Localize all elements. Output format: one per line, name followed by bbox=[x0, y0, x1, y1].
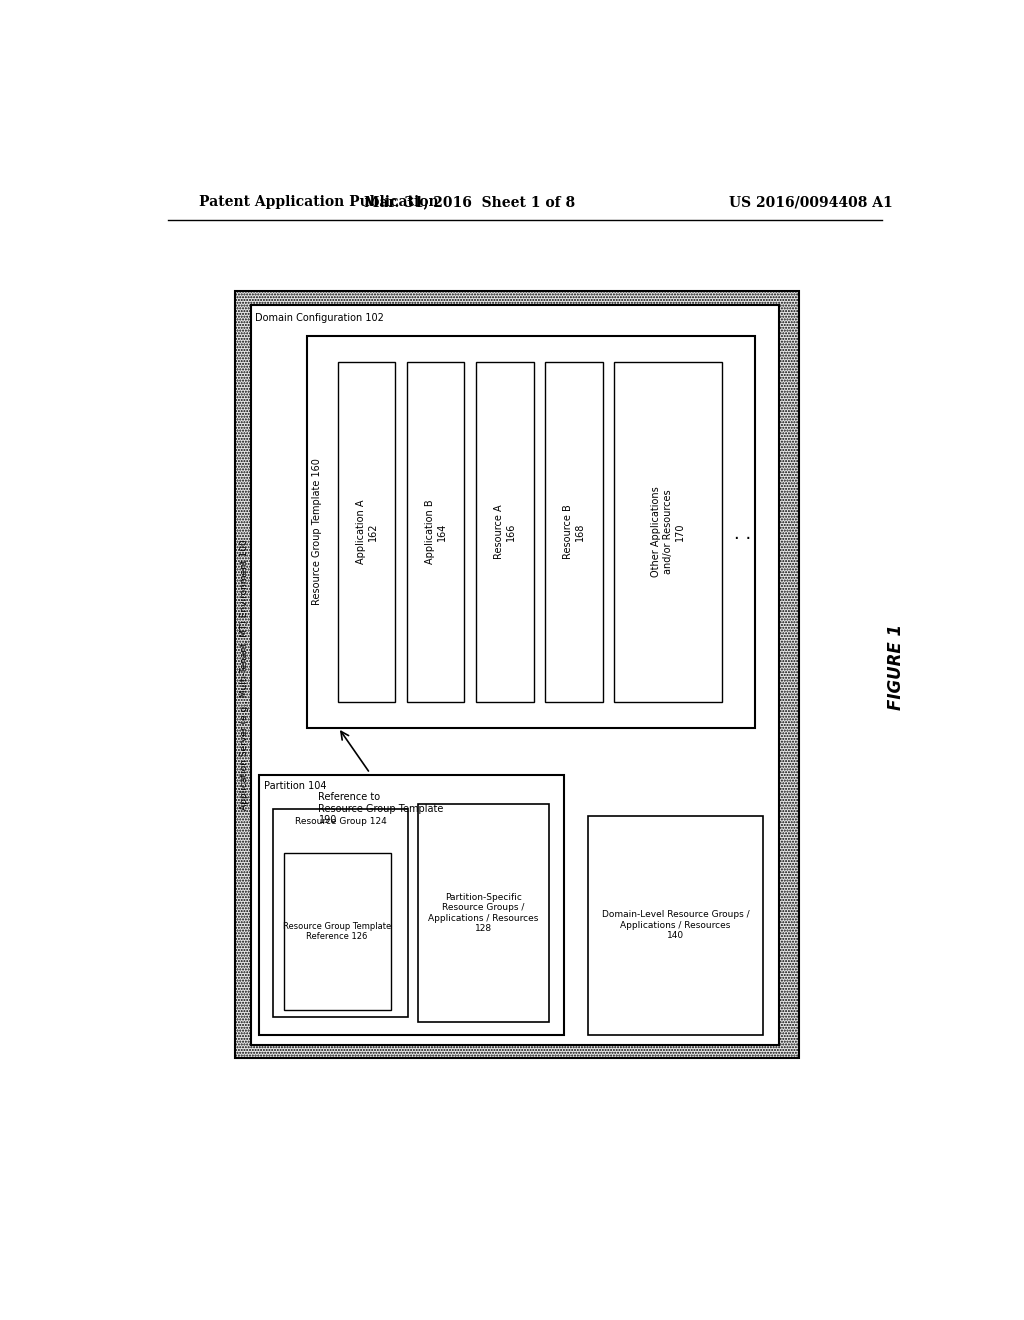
Text: FIGURE 1: FIGURE 1 bbox=[887, 623, 905, 710]
Text: Resource Group Template
Reference 126: Resource Group Template Reference 126 bbox=[283, 921, 391, 941]
Bar bbox=[236, 290, 799, 1057]
Text: Application A
162: Application A 162 bbox=[356, 500, 378, 564]
Bar bbox=[614, 362, 722, 702]
Text: Resource Group 124: Resource Group 124 bbox=[295, 817, 386, 826]
Text: Resource B
168: Resource B 168 bbox=[563, 504, 585, 560]
Bar bbox=[306, 337, 755, 727]
Bar bbox=[408, 362, 465, 702]
Text: Other Applications
and/or Resources
170: Other Applications and/or Resources 170 bbox=[651, 487, 685, 577]
Text: Reference to
Resource Group Template
190: Reference to Resource Group Template 190 bbox=[318, 792, 443, 825]
Bar bbox=[284, 853, 391, 1010]
Bar bbox=[418, 804, 549, 1022]
Text: Patent Application Publication: Patent Application Publication bbox=[200, 195, 439, 209]
Bar bbox=[476, 362, 534, 702]
Text: Application B
164: Application B 164 bbox=[425, 499, 446, 564]
FancyArrowPatch shape bbox=[341, 731, 369, 771]
Text: Partition-Specific
Resource Groups /
Applications / Resources
128: Partition-Specific Resource Groups / App… bbox=[428, 892, 539, 933]
Text: Mar. 31, 2016  Sheet 1 of 8: Mar. 31, 2016 Sheet 1 of 8 bbox=[364, 195, 574, 209]
Text: US 2016/0094408 A1: US 2016/0094408 A1 bbox=[729, 195, 892, 209]
Bar bbox=[588, 816, 763, 1035]
Text: Resource A
166: Resource A 166 bbox=[495, 504, 516, 560]
Text: Partition 104: Partition 104 bbox=[264, 781, 327, 792]
Bar bbox=[338, 362, 395, 702]
Bar bbox=[546, 362, 602, 702]
Text: Application Server (e.g., Multi-Tenant, MT) Environment 100: Application Server (e.g., Multi-Tenant, … bbox=[241, 539, 249, 809]
Text: . .: . . bbox=[734, 525, 752, 544]
Text: Domain-Level Resource Groups /
Applications / Resources
140: Domain-Level Resource Groups / Applicati… bbox=[602, 911, 750, 940]
Bar bbox=[251, 305, 778, 1044]
Bar bbox=[259, 775, 564, 1035]
Text: Domain Configuration 102: Domain Configuration 102 bbox=[255, 313, 384, 323]
Bar bbox=[273, 809, 409, 1018]
Text: Resource Group Template 160: Resource Group Template 160 bbox=[312, 458, 322, 606]
